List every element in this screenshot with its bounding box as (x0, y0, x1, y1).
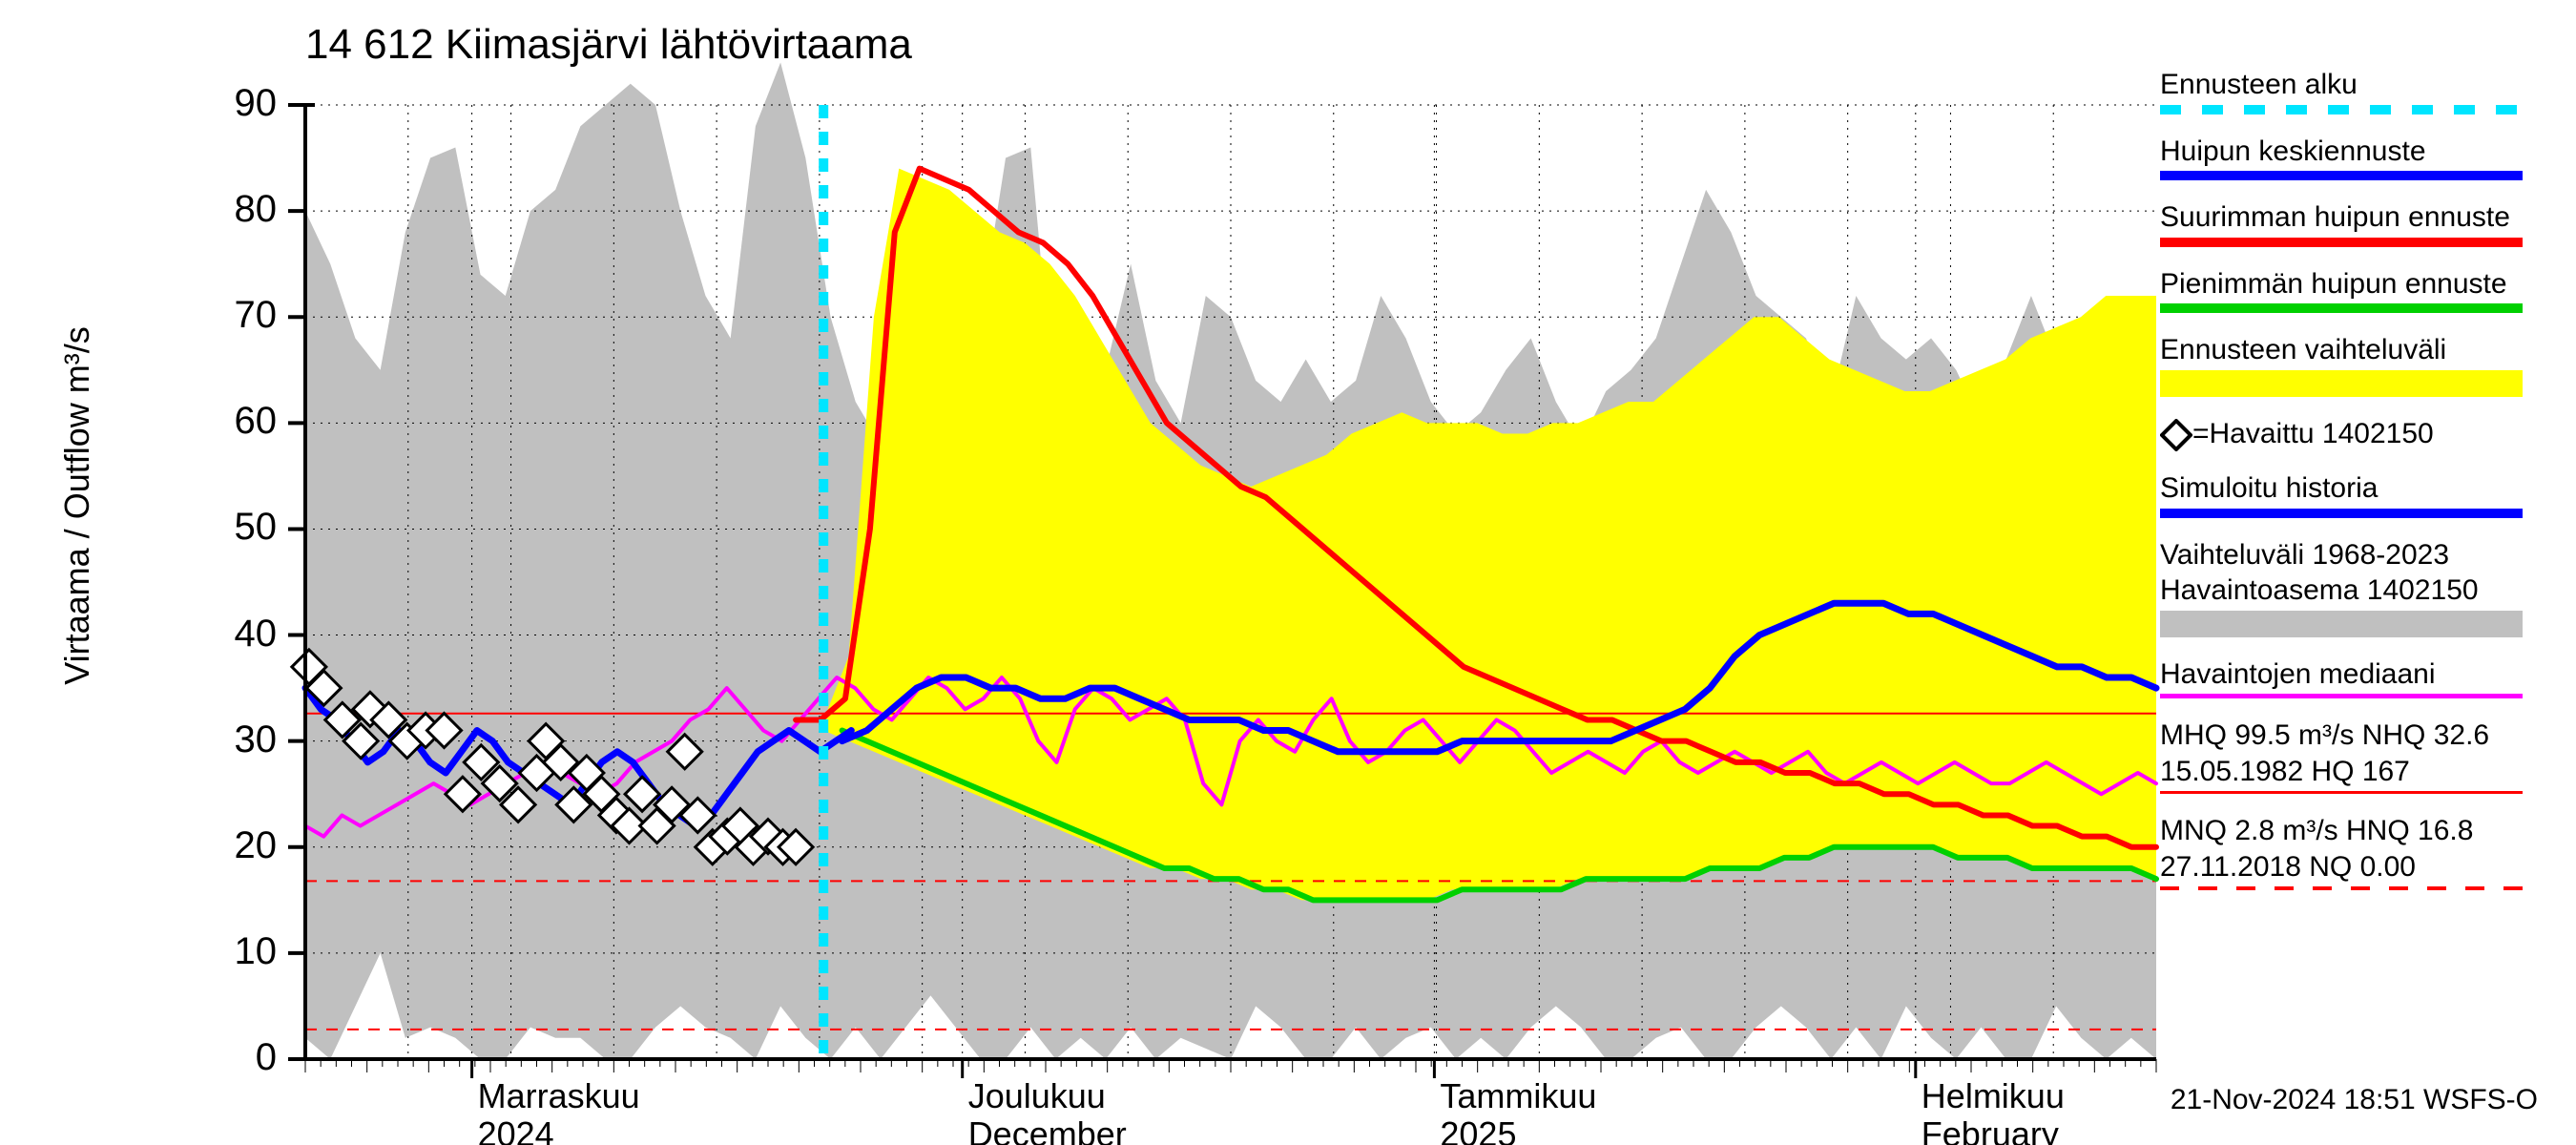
legend-swatch (2160, 105, 2523, 114)
xtick-label: 2024 (478, 1114, 554, 1145)
legend-label: Suurimman huipun ennuste (2160, 199, 2538, 236)
legend-item: MNQ 2.8 m³/s HNQ 16.827.11.2018 NQ 0.00 (2160, 813, 2538, 890)
ytick-label: 30 (200, 718, 277, 761)
legend: Ennusteen alku Huipun keskiennuste Suurimm… (2160, 67, 2538, 909)
legend-swatch (2160, 694, 2523, 698)
ytick-label: 10 (200, 930, 277, 973)
xtick-label: December (968, 1114, 1127, 1145)
legend-item: MHQ 99.5 m³/s NHQ 32.615.05.1982 HQ 167 (2160, 718, 2538, 794)
ytick-label: 90 (200, 82, 277, 125)
legend-label: Havaintojen mediaani (2160, 656, 2538, 693)
xtick-label: February (1922, 1114, 2059, 1145)
footer-timestamp: 21-Nov-2024 18:51 WSFS-O (2171, 1084, 2538, 1116)
legend-item: Simuloitu historia (2160, 470, 2538, 518)
legend-swatch (2160, 303, 2523, 313)
legend-label: MNQ 2.8 m³/s HNQ 16.8 (2160, 813, 2538, 849)
legend-item: Pienimmän huipun ennuste (2160, 266, 2538, 314)
legend-swatch (2160, 238, 2523, 247)
legend-label: Ennusteen alku (2160, 67, 2538, 103)
legend-swatch (2160, 509, 2523, 518)
legend-sublabel: 27.11.2018 NQ 0.00 (2160, 849, 2538, 885)
legend-item: =Havaittu 1402150 (2160, 416, 2538, 452)
diamond-icon (2160, 419, 2192, 451)
xtick-label: Helmikuu (1922, 1076, 2065, 1116)
ytick-label: 0 (200, 1036, 277, 1079)
legend-item: Ennusteen vaihteluväli (2160, 332, 2538, 397)
legend-label: Simuloitu historia (2160, 470, 2538, 507)
chart-root: 14 612 Kiimasjärvi lähtövirtaama Virtaam… (0, 0, 2576, 1145)
legend-sublabel: Havaintoasema 1402150 (2160, 572, 2538, 609)
ytick-label: 20 (200, 824, 277, 867)
xtick-label: Joulukuu (968, 1076, 1106, 1116)
legend-item: Havaintojen mediaani (2160, 656, 2538, 699)
legend-item: Ennusteen alku (2160, 67, 2538, 114)
xtick-label: 2025 (1440, 1114, 1516, 1145)
xtick-label: Tammikuu (1440, 1076, 1596, 1116)
legend-label: Pienimmän huipun ennuste (2160, 266, 2538, 302)
legend-item: Vaihteluväli 1968-2023 Havaintoasema 140… (2160, 537, 2538, 637)
legend-label: Vaihteluväli 1968-2023 (2160, 537, 2538, 573)
ytick-label: 70 (200, 294, 277, 337)
legend-swatch (2160, 886, 2523, 890)
y-axis-label: Virtaama / Outflow m³/s (57, 76, 97, 935)
legend-label: MHQ 99.5 m³/s NHQ 32.6 (2160, 718, 2538, 754)
legend-label: =Havaittu 1402150 (2192, 418, 2434, 449)
ytick-label: 80 (200, 188, 277, 231)
ytick-label: 50 (200, 506, 277, 549)
legend-swatch (2160, 791, 2523, 794)
xtick-label: Marraskuu (478, 1076, 640, 1116)
legend-swatch (2160, 611, 2523, 637)
legend-item: Suurimman huipun ennuste (2160, 199, 2538, 247)
legend-label: Ennusteen vaihteluväli (2160, 332, 2538, 368)
yellow-band (823, 169, 2156, 901)
ytick-label: 60 (200, 400, 277, 443)
legend-label: Huipun keskiennuste (2160, 134, 2538, 170)
legend-swatch (2160, 370, 2523, 397)
legend-item: Huipun keskiennuste (2160, 134, 2538, 181)
ytick-label: 40 (200, 613, 277, 656)
chart-title: 14 612 Kiimasjärvi lähtövirtaama (305, 21, 912, 69)
legend-swatch (2160, 171, 2523, 180)
legend-sublabel: 15.05.1982 HQ 167 (2160, 754, 2538, 790)
